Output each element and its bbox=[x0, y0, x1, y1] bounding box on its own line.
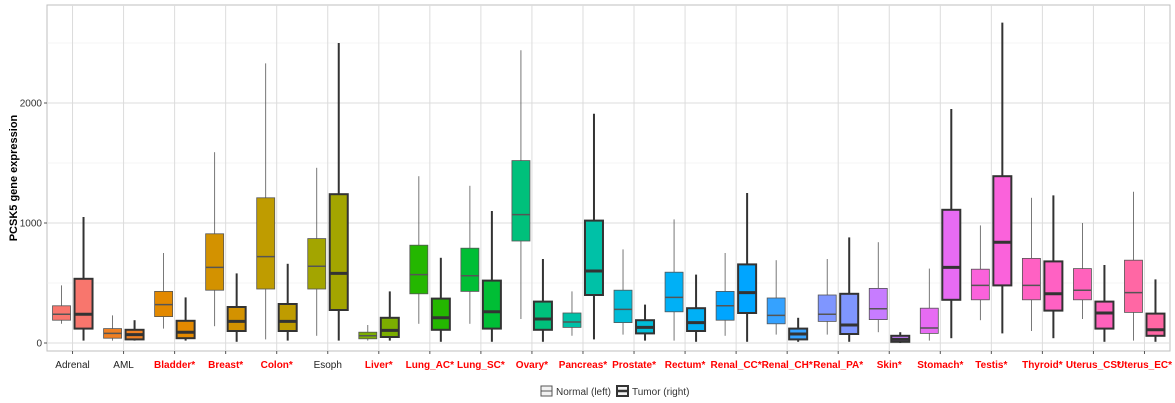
tumor-box bbox=[430, 297, 451, 331]
tumor-box bbox=[992, 175, 1013, 287]
x-tick-label: AML bbox=[113, 360, 134, 371]
category-group bbox=[52, 217, 94, 341]
normal-box bbox=[52, 305, 71, 321]
y-tick-label: 1000 bbox=[20, 219, 43, 230]
category-group bbox=[103, 315, 145, 341]
tumor-box bbox=[686, 307, 707, 333]
normal-box bbox=[868, 287, 888, 320]
x-tick-label: Uterus_CS* bbox=[1066, 360, 1121, 371]
x-tick-label: Skin* bbox=[877, 360, 902, 371]
normal-box bbox=[970, 268, 990, 301]
y-axis-title: PCSK5 gene expression bbox=[8, 114, 20, 241]
boxes bbox=[52, 22, 1166, 343]
category-group bbox=[154, 253, 196, 341]
x-tick-label: Lung_AC* bbox=[406, 360, 454, 371]
category-group bbox=[613, 249, 656, 341]
y-tick-label: 0 bbox=[36, 339, 42, 350]
normal-box bbox=[1073, 268, 1092, 301]
x-tick-label: Lung_SC* bbox=[457, 360, 505, 371]
normal-box bbox=[256, 197, 276, 290]
x-tick-label: Stomach* bbox=[917, 360, 963, 371]
category-group bbox=[715, 193, 758, 342]
normal-box bbox=[409, 244, 429, 295]
category-group bbox=[766, 260, 809, 342]
x-tick-label: Colon* bbox=[261, 360, 293, 371]
normal-box bbox=[307, 238, 327, 290]
x-tick-label: Pancreas* bbox=[559, 360, 607, 371]
category-group bbox=[511, 50, 553, 342]
x-tick-label: Prostate* bbox=[612, 360, 656, 371]
x-tick-label: Thyroid* bbox=[1022, 360, 1063, 371]
tumor-box bbox=[277, 303, 298, 332]
x-tick-label: Liver* bbox=[365, 360, 393, 371]
x-tick-label: Rectum* bbox=[665, 360, 706, 371]
tumor-box bbox=[737, 263, 758, 314]
x-tick-label: Esoph bbox=[314, 360, 342, 371]
category-group bbox=[868, 242, 911, 343]
tumor-box bbox=[73, 277, 94, 330]
category-group bbox=[307, 43, 349, 341]
legend: Normal (left) Tumor (right) bbox=[540, 385, 689, 398]
x-tick-label: Adrenal bbox=[55, 360, 89, 371]
normal-box bbox=[766, 297, 786, 325]
legend-label-normal: Normal (left) bbox=[556, 387, 611, 398]
category-group bbox=[460, 185, 502, 342]
normal-box bbox=[613, 289, 633, 324]
normal-box bbox=[817, 294, 837, 322]
normal-box bbox=[1021, 257, 1041, 301]
category-group bbox=[664, 219, 707, 342]
normal-box bbox=[919, 307, 939, 334]
category-group bbox=[256, 63, 298, 341]
tumor-box bbox=[175, 319, 196, 340]
tumor-box bbox=[839, 292, 860, 335]
tumor-box bbox=[583, 219, 604, 297]
category-group bbox=[1021, 195, 1064, 339]
category-group bbox=[205, 152, 247, 342]
tumor-box bbox=[328, 193, 349, 311]
category-group bbox=[358, 291, 400, 341]
normal-box bbox=[562, 312, 582, 328]
category-group bbox=[1073, 223, 1115, 342]
x-tick-label: Ovary* bbox=[516, 360, 548, 371]
normal-box bbox=[205, 233, 225, 291]
x-tick-label: Testis* bbox=[975, 360, 1007, 371]
category-group bbox=[562, 113, 604, 340]
tumor-box bbox=[1094, 300, 1115, 330]
tumor-box bbox=[1043, 260, 1064, 312]
normal-box bbox=[460, 247, 480, 292]
tumor-box bbox=[941, 208, 962, 301]
y-axis: 0 1000 2000 bbox=[20, 99, 47, 350]
x-tick-label: Renal_CH* bbox=[762, 360, 813, 371]
tumor-box bbox=[481, 279, 502, 330]
normal-box bbox=[511, 160, 531, 242]
x-axis: Adrenal AML Bladder* Breast* Colon* Esoph Live… bbox=[55, 351, 1172, 371]
tumor-box bbox=[1145, 312, 1166, 337]
legend-label-tumor: Tumor (right) bbox=[632, 387, 689, 398]
x-tick-label: Renal_CC* bbox=[711, 360, 762, 371]
tumor-box bbox=[532, 300, 553, 331]
x-tick-label: Bladder* bbox=[154, 360, 195, 371]
category-group bbox=[409, 176, 451, 342]
x-tick-label: Uterus_EC* bbox=[1117, 360, 1172, 371]
x-tick-label: Breast* bbox=[208, 360, 243, 371]
normal-box bbox=[1124, 259, 1143, 313]
y-tick-label: 2000 bbox=[20, 99, 43, 110]
category-group bbox=[970, 22, 1013, 334]
tumor-box bbox=[379, 316, 400, 338]
category-group bbox=[919, 109, 962, 341]
category-group bbox=[817, 237, 860, 342]
x-tick-label: Renal_PA* bbox=[813, 360, 863, 371]
normal-box bbox=[664, 271, 684, 313]
category-group bbox=[1124, 191, 1166, 342]
tumor-box bbox=[226, 306, 247, 332]
